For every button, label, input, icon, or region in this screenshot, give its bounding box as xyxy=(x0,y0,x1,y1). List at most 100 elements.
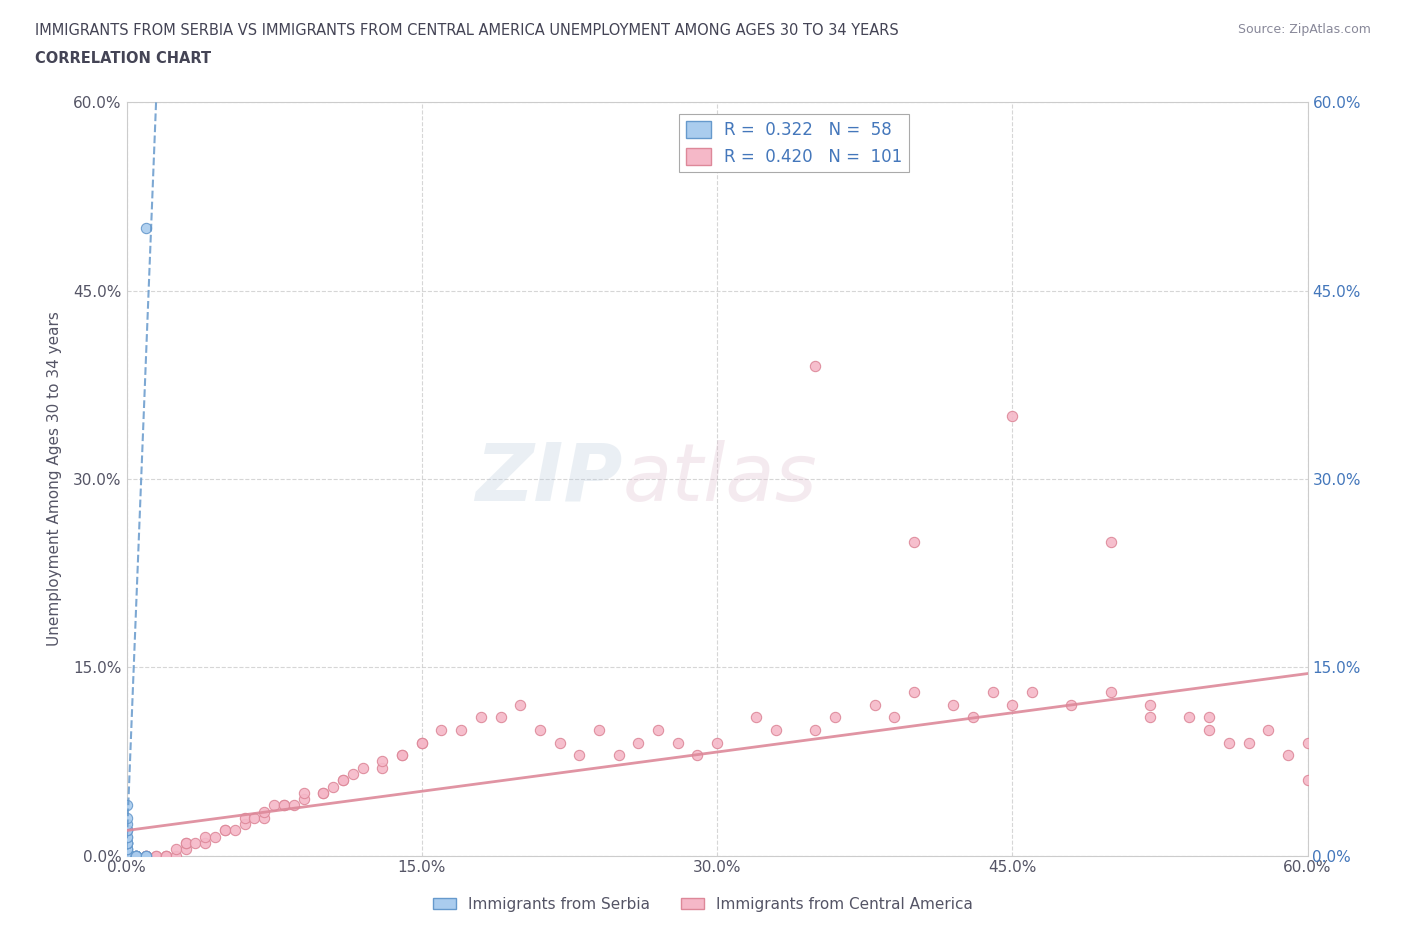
Point xyxy=(1060,698,1083,712)
Point xyxy=(1178,711,1201,725)
Point xyxy=(1099,534,1122,549)
Point xyxy=(135,848,157,863)
Point xyxy=(804,358,827,373)
Point xyxy=(115,836,138,851)
Point xyxy=(145,848,167,863)
Point xyxy=(115,848,138,863)
Point xyxy=(125,848,148,863)
Point xyxy=(332,773,354,788)
Point xyxy=(115,836,138,851)
Point xyxy=(263,798,285,813)
Point xyxy=(115,848,138,863)
Point xyxy=(312,785,335,800)
Point xyxy=(174,842,197,857)
Point xyxy=(115,848,138,863)
Point xyxy=(115,823,138,838)
Point xyxy=(804,723,827,737)
Point xyxy=(115,848,138,863)
Point xyxy=(352,761,374,776)
Point xyxy=(115,848,138,863)
Point xyxy=(135,220,157,235)
Point xyxy=(115,848,138,863)
Point xyxy=(666,735,689,750)
Point xyxy=(1257,723,1279,737)
Point xyxy=(292,785,315,800)
Point xyxy=(233,817,256,831)
Point xyxy=(115,842,138,857)
Point xyxy=(115,848,138,863)
Point xyxy=(115,830,138,844)
Point xyxy=(765,723,787,737)
Point xyxy=(125,848,148,863)
Point xyxy=(312,785,335,800)
Point xyxy=(214,823,236,838)
Point xyxy=(115,842,138,857)
Point xyxy=(115,848,138,863)
Point xyxy=(273,798,295,813)
Point xyxy=(155,848,177,863)
Point xyxy=(1099,684,1122,699)
Point xyxy=(115,848,138,863)
Point xyxy=(1198,711,1220,725)
Point xyxy=(489,711,512,725)
Point xyxy=(115,848,138,863)
Point xyxy=(115,848,138,863)
Point xyxy=(962,711,984,725)
Point xyxy=(342,766,364,781)
Point xyxy=(115,848,138,863)
Point xyxy=(115,848,138,863)
Point xyxy=(224,823,246,838)
Text: Source: ZipAtlas.com: Source: ZipAtlas.com xyxy=(1237,23,1371,36)
Point xyxy=(1198,723,1220,737)
Point xyxy=(568,748,591,763)
Point xyxy=(1001,698,1024,712)
Point xyxy=(1139,711,1161,725)
Point xyxy=(647,723,669,737)
Point xyxy=(115,848,138,863)
Text: atlas: atlas xyxy=(623,440,817,518)
Point xyxy=(283,798,305,813)
Point xyxy=(115,848,138,863)
Point xyxy=(115,848,138,863)
Point xyxy=(627,735,650,750)
Point xyxy=(942,698,965,712)
Point xyxy=(706,735,728,750)
Point xyxy=(115,848,138,863)
Point xyxy=(115,848,138,863)
Point xyxy=(115,848,138,863)
Point xyxy=(115,817,138,831)
Point xyxy=(1277,748,1299,763)
Point xyxy=(125,848,148,863)
Point xyxy=(243,811,266,826)
Point xyxy=(1296,773,1319,788)
Point xyxy=(115,811,138,826)
Point xyxy=(125,848,148,863)
Point xyxy=(686,748,709,763)
Point xyxy=(253,804,276,819)
Point xyxy=(115,848,138,863)
Point xyxy=(903,684,925,699)
Point xyxy=(115,848,138,863)
Point xyxy=(588,723,610,737)
Point xyxy=(115,842,138,857)
Text: IMMIGRANTS FROM SERBIA VS IMMIGRANTS FROM CENTRAL AMERICA UNEMPLOYMENT AMONG AGE: IMMIGRANTS FROM SERBIA VS IMMIGRANTS FRO… xyxy=(35,23,898,38)
Point xyxy=(115,848,138,863)
Point xyxy=(273,798,295,813)
Point xyxy=(174,836,197,851)
Point xyxy=(1139,698,1161,712)
Point xyxy=(391,748,413,763)
Point xyxy=(322,779,344,794)
Point xyxy=(824,711,846,725)
Point xyxy=(135,848,157,863)
Point xyxy=(253,811,276,826)
Point xyxy=(115,848,138,863)
Point xyxy=(391,748,413,763)
Point xyxy=(115,823,138,838)
Point xyxy=(135,848,157,863)
Legend: Immigrants from Serbia, Immigrants from Central America: Immigrants from Serbia, Immigrants from … xyxy=(427,891,979,918)
Point xyxy=(509,698,531,712)
Point xyxy=(115,848,138,863)
Point xyxy=(115,848,138,863)
Point xyxy=(115,848,138,863)
Point xyxy=(1001,409,1024,424)
